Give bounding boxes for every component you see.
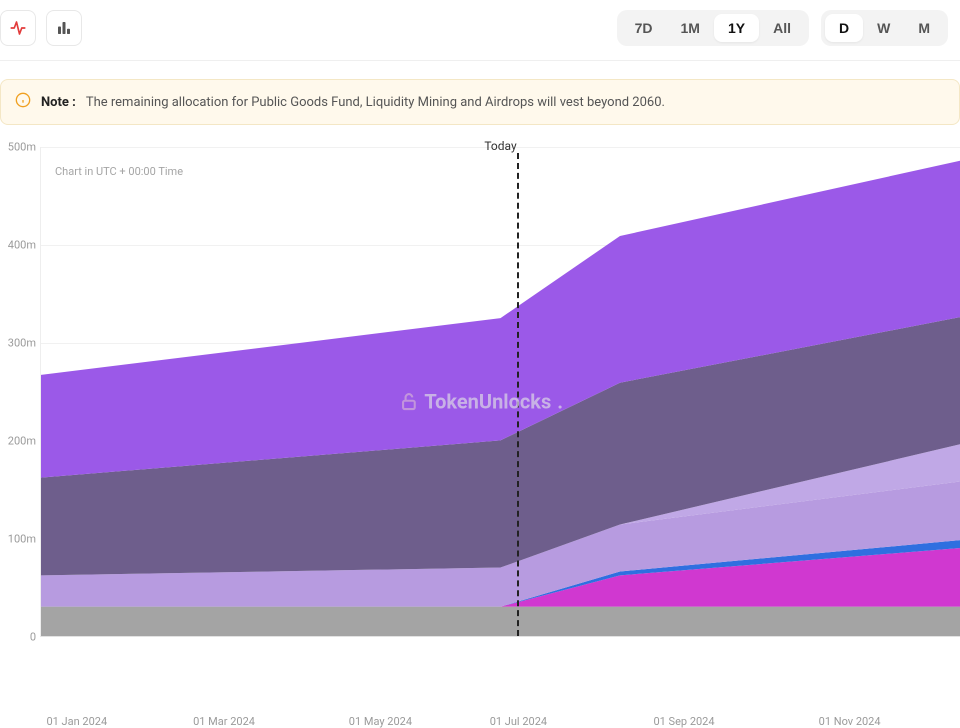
toolbar-right: 7D1M1YAll DWM <box>617 10 948 46</box>
y-tick-label: 100m <box>8 533 36 546</box>
range-segmented: 7D1M1YAll <box>617 10 809 46</box>
toolbar: 7D1M1YAll DWM <box>0 0 960 61</box>
bar-chart-icon <box>55 19 73 37</box>
range-option-all[interactable]: All <box>759 14 805 42</box>
interval-option-m[interactable]: M <box>904 14 944 42</box>
y-axis: 0100m200m300m400m500m <box>0 147 40 637</box>
y-tick-label: 200m <box>8 435 36 448</box>
range-option-1y[interactable]: 1Y <box>714 14 759 42</box>
interval-segmented: DWM <box>821 10 948 46</box>
y-tick-label: 400m <box>8 239 36 252</box>
bar-chart-icon-button[interactable] <box>46 10 82 46</box>
toolbar-left <box>0 10 82 46</box>
y-tick-label: 500m <box>8 141 36 154</box>
chart: 0100m200m300m400m500m Chart in UTC + 00:… <box>0 147 960 687</box>
notice-text: The remaining allocation for Public Good… <box>86 95 665 110</box>
activity-icon-button[interactable] <box>0 10 36 46</box>
notice-banner: Note : The remaining allocation for Publ… <box>0 79 960 125</box>
range-option-7d[interactable]: 7D <box>621 14 667 42</box>
stacked-areas-svg <box>41 147 960 636</box>
series-base-gray <box>41 607 960 636</box>
y-tick-label: 300m <box>8 337 36 350</box>
notice-label: Note : <box>41 95 76 110</box>
interval-option-w[interactable]: W <box>863 14 904 42</box>
activity-icon <box>9 19 27 37</box>
plot-area: Chart in UTC + 00:00 Time TokenUnlocks. … <box>40 147 960 637</box>
y-tick-label: 0 <box>30 631 36 644</box>
interval-option-d[interactable]: D <box>825 14 863 42</box>
range-option-1m[interactable]: 1M <box>667 14 714 42</box>
chart-timezone-note: Chart in UTC + 00:00 Time <box>55 165 183 178</box>
info-icon <box>15 92 31 112</box>
